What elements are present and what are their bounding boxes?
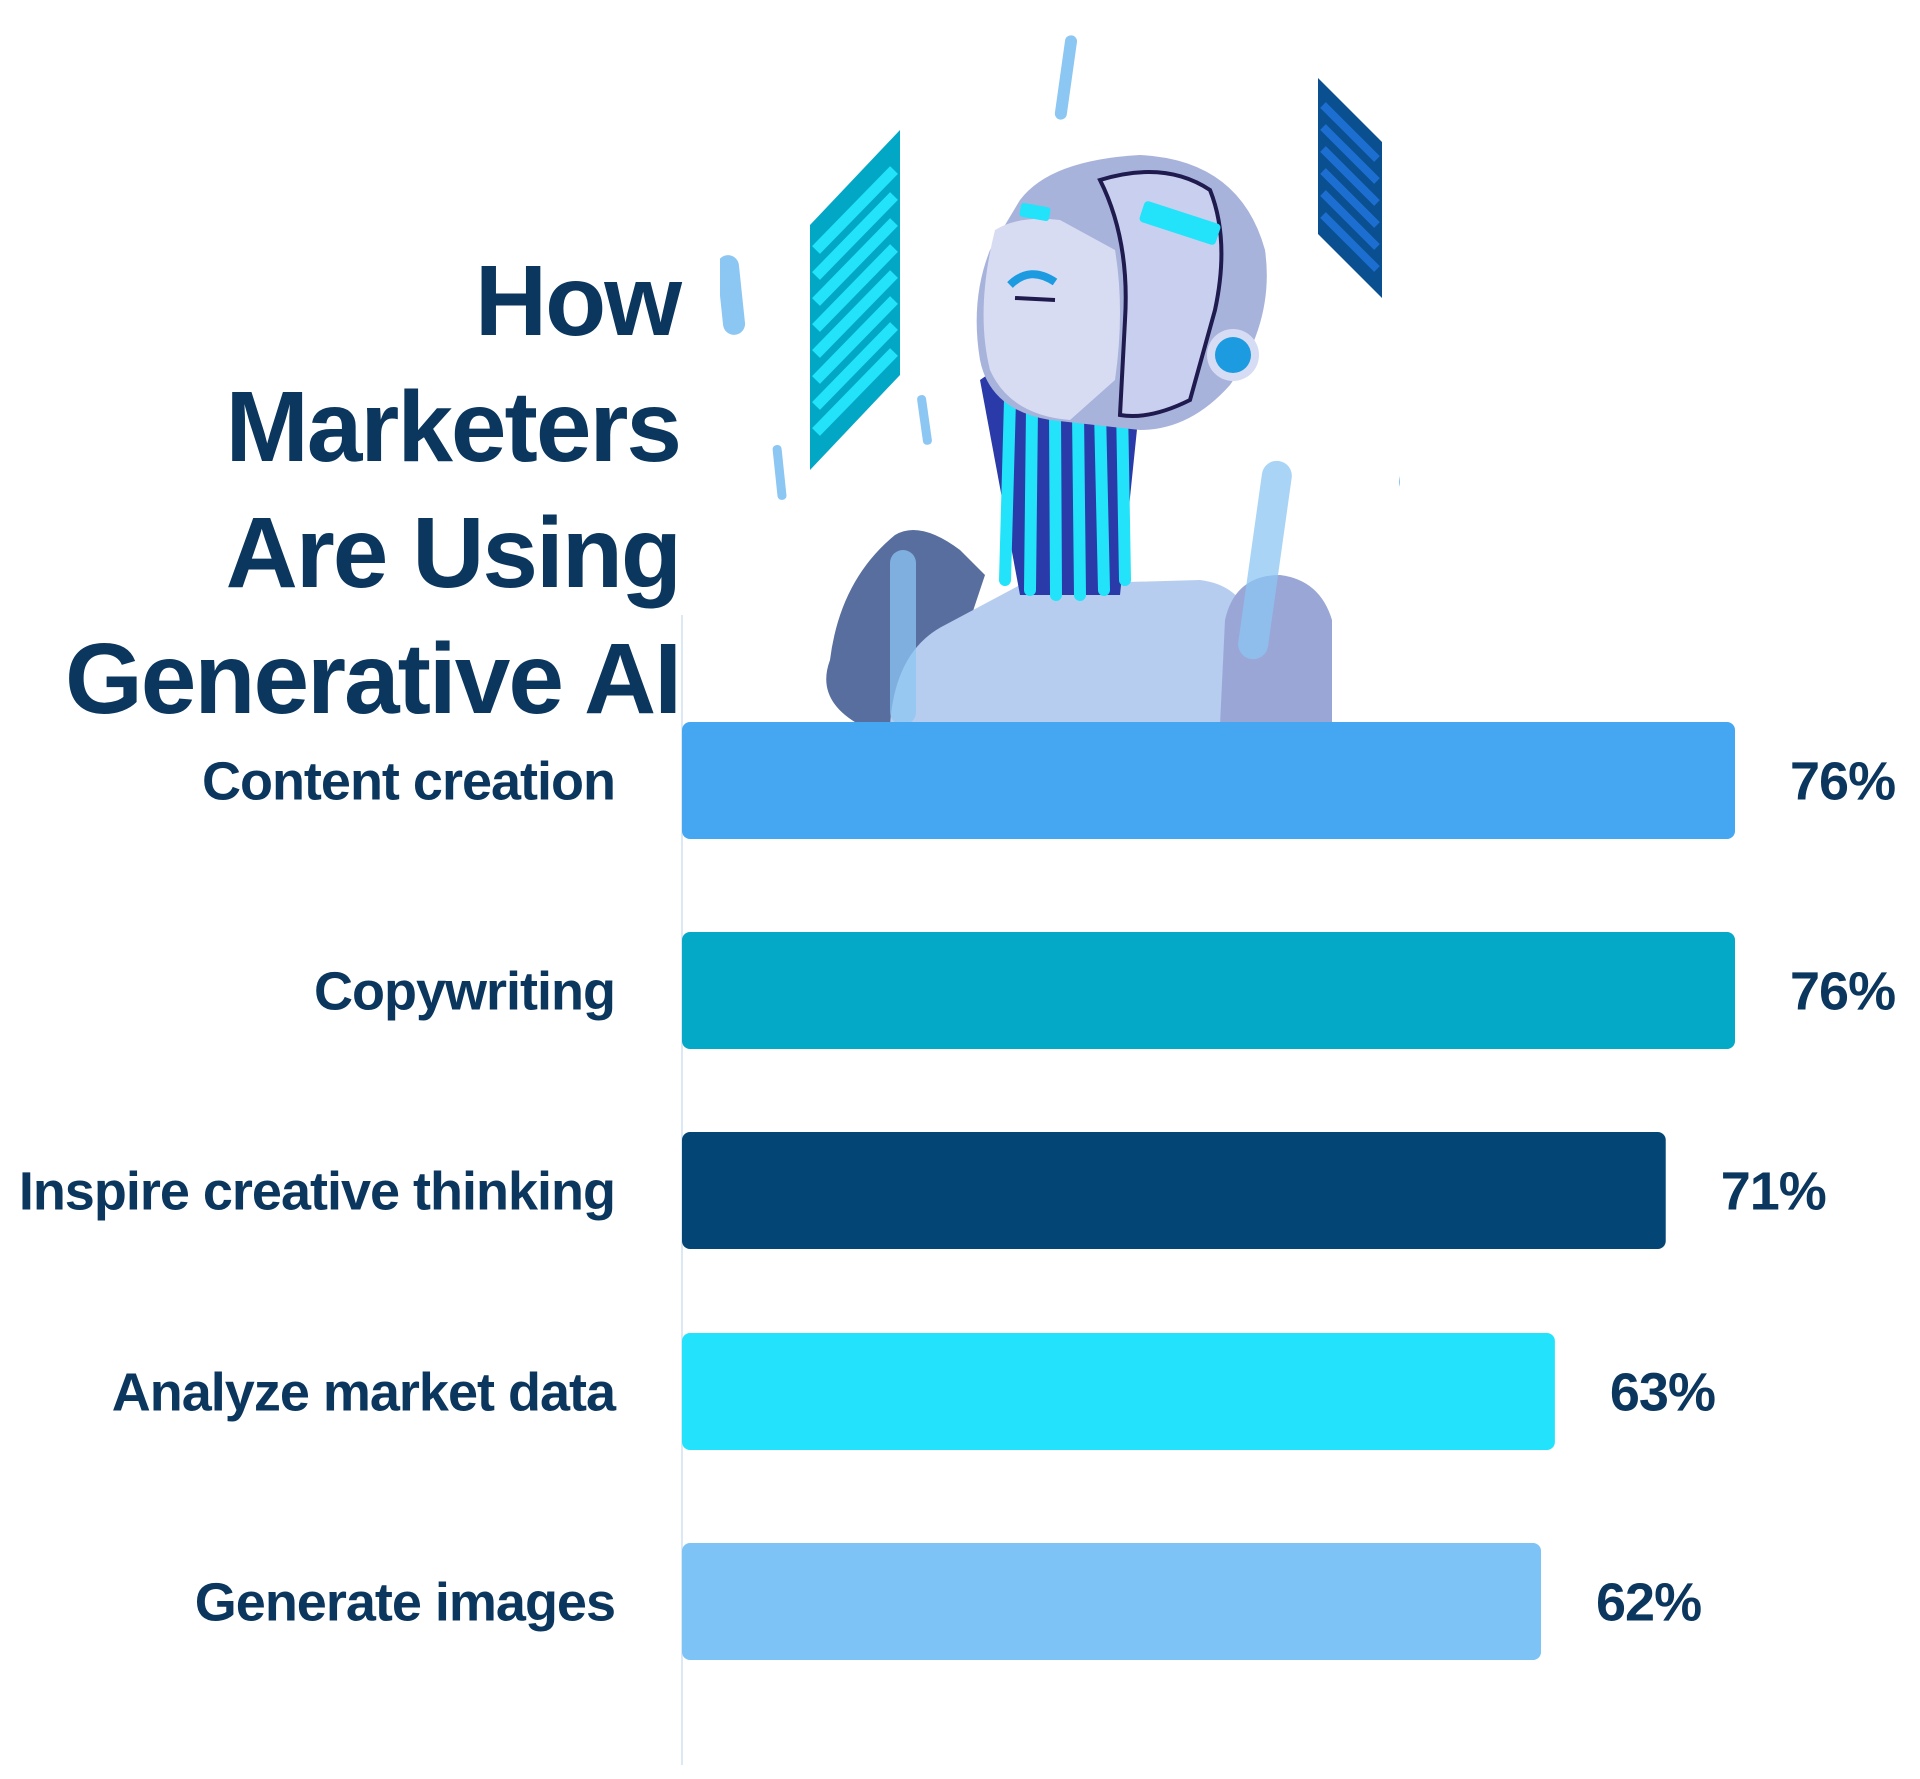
drop-shape bbox=[772, 445, 787, 500]
drop-shape bbox=[1054, 35, 1078, 120]
category-label: Copywriting bbox=[314, 962, 615, 1022]
category-label: Content creation bbox=[202, 752, 615, 812]
bar-inspire-creative-thinking bbox=[682, 1132, 1666, 1249]
category-label: Inspire creative thinking bbox=[19, 1162, 615, 1222]
bar-copywriting bbox=[682, 932, 1735, 1049]
striped-panel-right bbox=[1318, 78, 1382, 298]
category-label: Generate images bbox=[195, 1573, 615, 1633]
bar-content-creation bbox=[682, 722, 1735, 839]
striped-panel-left bbox=[810, 130, 900, 470]
bar-analyze-market-data bbox=[682, 1333, 1555, 1450]
value-label: 63% bbox=[1610, 1363, 1715, 1423]
value-label: 76% bbox=[1790, 752, 1895, 812]
chart-title-line-2: Are Using bbox=[225, 497, 682, 609]
chart-title-line-1: How Marketers bbox=[225, 245, 682, 483]
value-label: 76% bbox=[1790, 962, 1895, 1022]
drop-shape bbox=[1238, 460, 1292, 660]
chart-title: How Marketers Are Using Generative AI bbox=[0, 238, 682, 742]
drop-shape bbox=[720, 255, 746, 335]
value-label: 62% bbox=[1596, 1573, 1701, 1633]
bar-generate-images bbox=[682, 1543, 1542, 1660]
category-label: Analyze market data bbox=[112, 1363, 617, 1423]
value-label: 71% bbox=[1721, 1162, 1826, 1222]
chart-title-line-3: Generative AI bbox=[64, 623, 682, 735]
drop-shape bbox=[917, 395, 932, 445]
robot-head-illustration bbox=[720, 35, 1400, 725]
robot-head bbox=[976, 155, 1267, 430]
drop-shape bbox=[890, 550, 916, 725]
robot-torso bbox=[890, 580, 1250, 725]
